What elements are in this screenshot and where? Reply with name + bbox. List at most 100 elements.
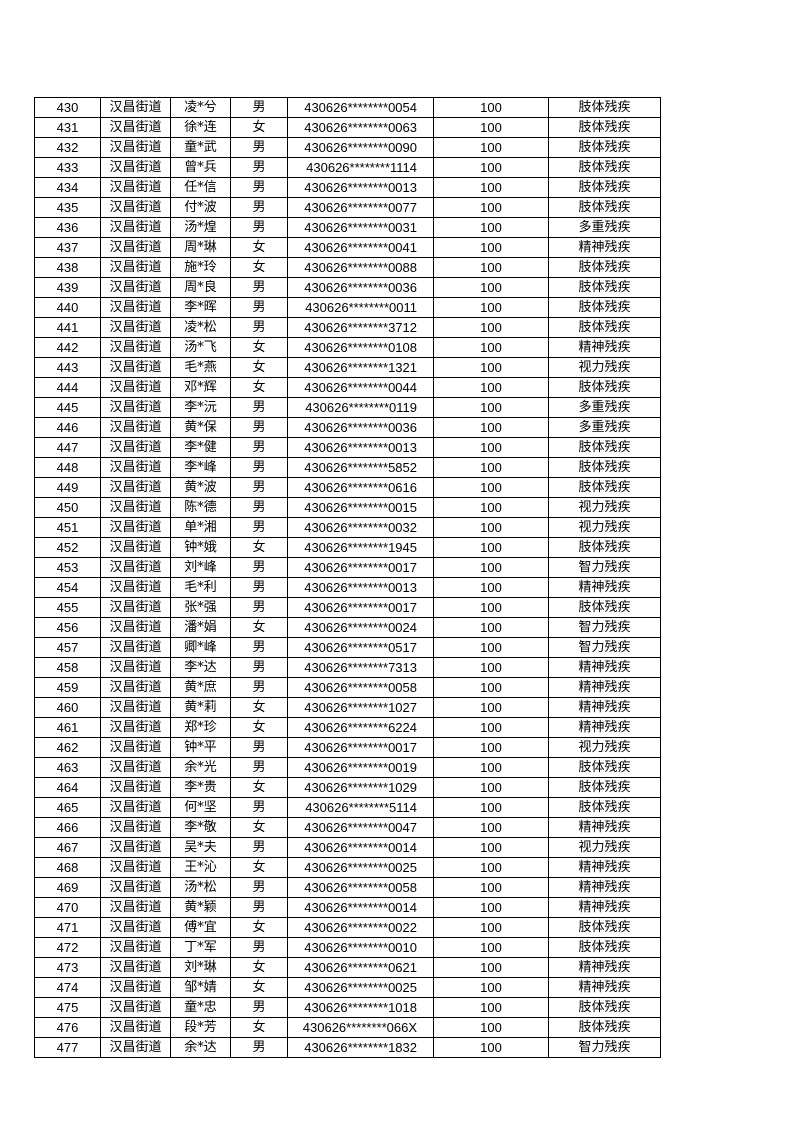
id-number-cell: 430626********0015 bbox=[287, 497, 434, 518]
disability-type-cell: 肢体残疾 bbox=[548, 797, 661, 818]
name-cell: 李*贵 bbox=[170, 777, 231, 798]
row-number-cell: 432 bbox=[34, 137, 101, 158]
row-number-cell: 466 bbox=[34, 817, 101, 838]
name-cell: 凌*松 bbox=[170, 317, 231, 338]
row-number-cell: 443 bbox=[34, 357, 101, 378]
amount-cell: 100 bbox=[433, 817, 549, 838]
street-cell: 汉昌街道 bbox=[100, 537, 171, 558]
row-number-cell: 451 bbox=[34, 517, 101, 538]
name-cell: 曾*兵 bbox=[170, 157, 231, 178]
gender-cell: 男 bbox=[230, 597, 288, 618]
amount-cell: 100 bbox=[433, 777, 549, 798]
name-cell: 童*武 bbox=[170, 137, 231, 158]
name-cell: 张*强 bbox=[170, 597, 231, 618]
disability-type-cell: 肢体残疾 bbox=[548, 917, 661, 938]
table-row: 439 汉昌街道 周*良男 430626********0036 100 肢体残疾 bbox=[34, 277, 661, 298]
table-row: 449 汉昌街道 黄*波男 430626********0616 100 肢体残疾 bbox=[34, 477, 661, 498]
table-row: 464 汉昌街道 李*贵女 430626********1029 100 肢体残疾 bbox=[34, 777, 661, 798]
gender-cell: 男 bbox=[230, 197, 288, 218]
name-cell: 李*敬 bbox=[170, 817, 231, 838]
street-cell: 汉昌街道 bbox=[100, 817, 171, 838]
id-number-cell: 430626********0022 bbox=[287, 917, 434, 938]
row-number-cell: 441 bbox=[34, 317, 101, 338]
gender-cell: 男 bbox=[230, 277, 288, 298]
id-number-cell: 430626********066X bbox=[287, 1017, 434, 1038]
row-number-cell: 446 bbox=[34, 417, 101, 438]
id-number-cell: 430626********0119 bbox=[287, 397, 434, 418]
table-row: 463 汉昌街道 余*光男 430626********0019 100 肢体残疾 bbox=[34, 757, 661, 778]
name-cell: 李*达 bbox=[170, 657, 231, 678]
disability-type-cell: 多重残疾 bbox=[548, 417, 661, 438]
street-cell: 汉昌街道 bbox=[100, 1017, 171, 1038]
street-cell: 汉昌街道 bbox=[100, 777, 171, 798]
amount-cell: 100 bbox=[433, 857, 549, 878]
disability-type-cell: 智力残疾 bbox=[548, 557, 661, 578]
disability-type-cell: 肢体残疾 bbox=[548, 537, 661, 558]
amount-cell: 100 bbox=[433, 1037, 549, 1058]
disability-type-cell: 肢体残疾 bbox=[548, 757, 661, 778]
street-cell: 汉昌街道 bbox=[100, 377, 171, 398]
table-row: 477 汉昌街道 余*达男 430626********1832 100 智力残疾 bbox=[34, 1037, 661, 1058]
gender-cell: 女 bbox=[230, 957, 288, 978]
amount-cell: 100 bbox=[433, 377, 549, 398]
amount-cell: 100 bbox=[433, 397, 549, 418]
name-cell: 何*坚 bbox=[170, 797, 231, 818]
name-cell: 任*信 bbox=[170, 177, 231, 198]
street-cell: 汉昌街道 bbox=[100, 717, 171, 738]
table-row: 435 汉昌街道 付*波男 430626********0077 100 肢体残疾 bbox=[34, 197, 661, 218]
id-number-cell: 430626********0017 bbox=[287, 557, 434, 578]
amount-cell: 100 bbox=[433, 337, 549, 358]
id-number-cell: 430626********0019 bbox=[287, 757, 434, 778]
gender-cell: 女 bbox=[230, 377, 288, 398]
name-cell: 丁*军 bbox=[170, 937, 231, 958]
row-number-cell: 439 bbox=[34, 277, 101, 298]
disability-type-cell: 精神残疾 bbox=[548, 657, 661, 678]
name-cell: 黄*庶 bbox=[170, 677, 231, 698]
row-number-cell: 434 bbox=[34, 177, 101, 198]
row-number-cell: 472 bbox=[34, 937, 101, 958]
table-row: 438 汉昌街道 施*玲女 430626********0088 100 肢体残疾 bbox=[34, 257, 661, 278]
street-cell: 汉昌街道 bbox=[100, 757, 171, 778]
amount-cell: 100 bbox=[433, 717, 549, 738]
id-number-cell: 430626********0058 bbox=[287, 677, 434, 698]
disability-type-cell: 智力残疾 bbox=[548, 1037, 661, 1058]
table-row: 442 汉昌街道 汤*飞女 430626********0108 100 精神残疾 bbox=[34, 337, 661, 358]
name-cell: 刘*琳 bbox=[170, 957, 231, 978]
street-cell: 汉昌街道 bbox=[100, 157, 171, 178]
table-row: 431 汉昌街道 徐*连女 430626********0063 100 肢体残疾 bbox=[34, 117, 661, 138]
gender-cell: 男 bbox=[230, 437, 288, 458]
table-row: 461 汉昌街道 郑*珍女 430626********6224 100 精神残疾 bbox=[34, 717, 661, 738]
amount-cell: 100 bbox=[433, 617, 549, 638]
row-number-cell: 470 bbox=[34, 897, 101, 918]
gender-cell: 女 bbox=[230, 537, 288, 558]
row-number-cell: 448 bbox=[34, 457, 101, 478]
disability-type-cell: 肢体残疾 bbox=[548, 257, 661, 278]
name-cell: 毛*利 bbox=[170, 577, 231, 598]
table-row: 430 汉昌街道 凌*兮男 430626********0054 100 肢体残疾 bbox=[34, 97, 661, 118]
table-row: 465 汉昌街道 何*坚男 430626********5114 100 肢体残疾 bbox=[34, 797, 661, 818]
street-cell: 汉昌街道 bbox=[100, 657, 171, 678]
disability-type-cell: 肢体残疾 bbox=[548, 177, 661, 198]
amount-cell: 100 bbox=[433, 657, 549, 678]
name-cell: 毛*燕 bbox=[170, 357, 231, 378]
id-number-cell: 430626********0031 bbox=[287, 217, 434, 238]
id-number-cell: 430626********0032 bbox=[287, 517, 434, 538]
id-number-cell: 430626********0036 bbox=[287, 417, 434, 438]
row-number-cell: 453 bbox=[34, 557, 101, 578]
disability-type-cell: 肢体残疾 bbox=[548, 157, 661, 178]
id-number-cell: 430626********1114 bbox=[287, 157, 434, 178]
id-number-cell: 430626********0025 bbox=[287, 977, 434, 998]
id-number-cell: 430626********0088 bbox=[287, 257, 434, 278]
disability-type-cell: 精神残疾 bbox=[548, 817, 661, 838]
name-cell: 黄*保 bbox=[170, 417, 231, 438]
table-row: 476 汉昌街道 段*芳女 430626********066X 100 肢体残疾 bbox=[34, 1017, 661, 1038]
street-cell: 汉昌街道 bbox=[100, 857, 171, 878]
row-number-cell: 444 bbox=[34, 377, 101, 398]
gender-cell: 男 bbox=[230, 137, 288, 158]
name-cell: 黄*莉 bbox=[170, 697, 231, 718]
amount-cell: 100 bbox=[433, 237, 549, 258]
street-cell: 汉昌街道 bbox=[100, 197, 171, 218]
disability-type-cell: 精神残疾 bbox=[548, 957, 661, 978]
amount-cell: 100 bbox=[433, 217, 549, 238]
amount-cell: 100 bbox=[433, 837, 549, 858]
